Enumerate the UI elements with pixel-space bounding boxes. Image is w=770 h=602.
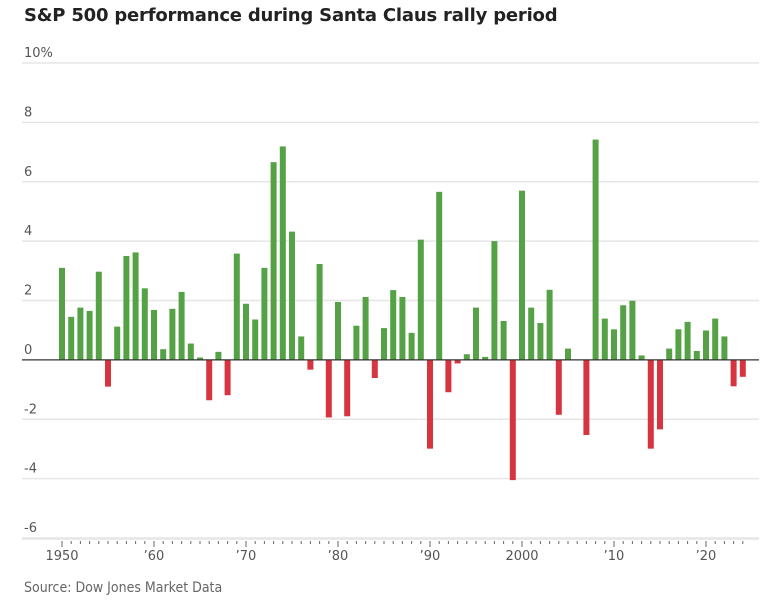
bar-2007 <box>583 359 590 435</box>
bar-1993 <box>454 359 461 364</box>
bar-1952 <box>77 307 84 360</box>
x-tick-label: ’60 <box>144 549 165 564</box>
bar-1968 <box>224 359 231 396</box>
y-tick-label: -4 <box>24 462 37 477</box>
bar-1974 <box>279 146 286 360</box>
bar-2021 <box>712 318 719 360</box>
bar-2008 <box>592 139 599 360</box>
y-tick-label: 6 <box>24 165 32 180</box>
bar-2013 <box>638 355 645 360</box>
bar-1992 <box>445 359 452 393</box>
bar-1954 <box>95 271 102 360</box>
bar-1967 <box>215 351 222 360</box>
bar-2012 <box>629 300 636 360</box>
bar-1976 <box>298 336 305 360</box>
bar-1958 <box>132 252 139 360</box>
bar-2000 <box>519 190 525 360</box>
bar-2002 <box>537 323 544 360</box>
y-tick-label: 0 <box>24 343 32 358</box>
bar-1985 <box>381 328 387 360</box>
bar-2016 <box>666 348 673 360</box>
bar-1971 <box>252 319 259 360</box>
bar-1997 <box>491 241 498 360</box>
x-axis <box>22 538 759 547</box>
bar-2004 <box>555 359 562 415</box>
y-axis-tick-labels: 10% 8 6 4 2 0 -2 -4 -6 <box>24 46 53 536</box>
bar-1962 <box>169 308 176 360</box>
bar-2018 <box>684 321 691 360</box>
bar-2001 <box>528 307 535 360</box>
bar-2003 <box>546 289 553 360</box>
x-tick-label: 2000 <box>505 549 538 564</box>
bar-1983 <box>362 296 369 360</box>
bar-1979 <box>325 359 332 418</box>
bar-1969 <box>233 253 240 360</box>
source-note: Source: Dow Jones Market Data <box>24 580 223 596</box>
chart-title: S&P 500 performance during Santa Claus r… <box>24 5 558 26</box>
bar-1982 <box>353 325 360 360</box>
bar-1987 <box>399 296 406 360</box>
bar-2022 <box>721 336 728 360</box>
bar-2017 <box>675 329 682 360</box>
bar-1977 <box>307 359 314 370</box>
x-tick-label: ’10 <box>604 549 625 564</box>
bar-1975 <box>289 231 295 360</box>
y-tick-label: -6 <box>24 521 37 536</box>
bar-1989 <box>417 239 424 360</box>
bar-1955 <box>105 359 111 387</box>
bar-1996 <box>482 356 489 360</box>
x-tick-label: ’80 <box>328 549 349 564</box>
x-tick-label: ’20 <box>696 549 717 564</box>
bar-2023 <box>730 359 737 387</box>
bar-1988 <box>408 332 415 360</box>
bar-1964 <box>187 343 194 360</box>
bar-1957 <box>123 255 130 360</box>
bars <box>59 139 746 481</box>
bar-1998 <box>500 320 507 360</box>
x-axis-tick-labels: 1950 ’60 ’70 ’80 ’90 2000 ’10 ’20 <box>45 549 716 564</box>
y-tick-label: 10% <box>24 46 53 61</box>
bar-1978 <box>316 263 323 360</box>
bar-1980 <box>335 301 341 360</box>
bar-1994 <box>463 354 470 360</box>
bar-2014 <box>647 359 654 449</box>
bar-2011 <box>620 305 627 360</box>
y-tick-label: -2 <box>24 402 37 417</box>
x-tick-label: ’70 <box>236 549 257 564</box>
bar-1972 <box>261 267 268 360</box>
bar-1984 <box>371 359 378 378</box>
bar-1956 <box>114 326 121 360</box>
y-tick-label: 4 <box>24 224 32 239</box>
bar-1950 <box>59 267 65 360</box>
bar-1990 <box>427 359 433 449</box>
bar-1951 <box>68 316 75 360</box>
bar-1953 <box>86 310 93 360</box>
bar-1986 <box>390 290 397 360</box>
bar-1960 <box>151 310 157 360</box>
bar-2010 <box>611 329 617 360</box>
bar-1961 <box>160 349 167 360</box>
bar-1966 <box>206 359 213 401</box>
y-tick-label: 2 <box>24 284 32 299</box>
bar-2009 <box>601 318 608 360</box>
bar-1965 <box>197 357 203 360</box>
bar-1970 <box>243 303 249 360</box>
y-tick-label: 8 <box>24 105 32 120</box>
bar-2024 <box>739 359 746 377</box>
bar-1963 <box>178 291 185 360</box>
bar-1959 <box>141 288 148 360</box>
bar-1991 <box>436 191 443 360</box>
bar-1973 <box>270 162 277 360</box>
bar-1995 <box>473 307 479 360</box>
bar-1981 <box>344 359 351 417</box>
bar-2019 <box>693 350 700 360</box>
x-tick-label: 1950 <box>45 549 78 564</box>
x-tick-label: ’90 <box>420 549 441 564</box>
bar-1999 <box>509 359 516 481</box>
bar-2015 <box>657 359 663 430</box>
bar-2020 <box>703 330 709 360</box>
bar-2005 <box>565 348 571 360</box>
